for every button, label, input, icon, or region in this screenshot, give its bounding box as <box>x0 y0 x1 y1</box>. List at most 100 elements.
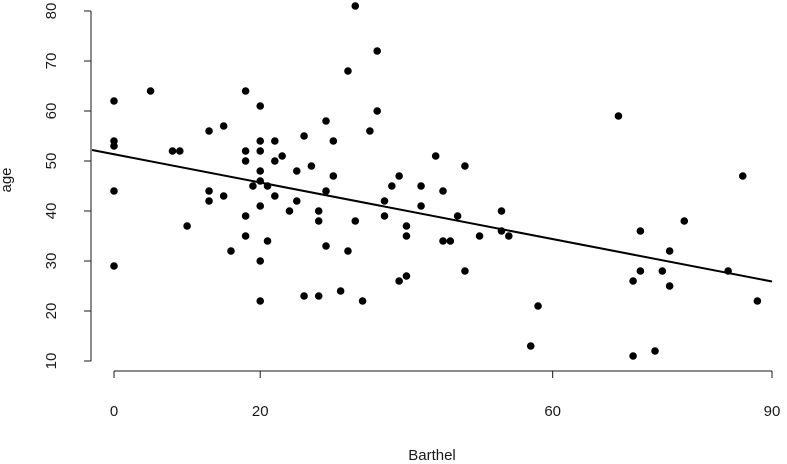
data-point <box>241 157 250 165</box>
x-tick-label: 90 <box>764 403 781 420</box>
data-point <box>366 127 374 135</box>
data-point <box>271 157 279 165</box>
data-point <box>314 292 323 300</box>
data-point <box>351 2 360 10</box>
y-tick-label: 50 <box>43 153 60 170</box>
data-point <box>475 232 484 240</box>
data-point <box>205 127 213 135</box>
data-point <box>351 217 360 225</box>
data-point <box>314 207 323 215</box>
data-point <box>227 247 235 255</box>
data-point <box>680 217 689 225</box>
y-axis-title: age <box>0 167 15 192</box>
data-point <box>636 227 645 235</box>
data-point <box>497 207 506 215</box>
data-point <box>344 247 352 255</box>
data-point <box>439 187 447 195</box>
data-point <box>395 172 403 180</box>
data-point <box>658 267 667 275</box>
data-point <box>446 237 455 245</box>
data-point <box>636 267 645 275</box>
data-point <box>651 347 659 355</box>
data-point <box>322 242 330 250</box>
data-point <box>738 172 747 180</box>
data-point <box>358 297 367 305</box>
data-point <box>176 147 184 155</box>
regression-line <box>91 149 773 283</box>
data-point <box>380 197 389 205</box>
data-point <box>461 162 469 170</box>
data-point <box>534 302 542 310</box>
y-tick-label: 70 <box>43 53 60 70</box>
data-point <box>110 142 118 150</box>
data-point <box>614 112 623 120</box>
data-point <box>278 152 286 160</box>
y-tick-label: 40 <box>43 203 60 220</box>
data-point <box>307 162 316 170</box>
data-point <box>285 207 294 215</box>
data-point <box>329 137 338 145</box>
data-point <box>373 107 382 115</box>
data-point <box>256 147 265 155</box>
data-point <box>380 212 389 220</box>
data-point <box>256 257 265 265</box>
data-point <box>322 187 330 195</box>
data-point <box>219 122 228 130</box>
data-point <box>373 47 382 55</box>
data-point <box>256 297 265 305</box>
data-point <box>505 232 513 240</box>
x-tick-label: 20 <box>252 403 269 420</box>
data-point <box>241 212 250 220</box>
data-point <box>329 172 338 180</box>
data-point <box>241 87 250 95</box>
data-point <box>292 197 301 205</box>
data-point <box>300 132 308 140</box>
data-point <box>402 232 411 240</box>
y-tick-label: 20 <box>43 303 60 320</box>
y-tick-label: 60 <box>43 103 60 120</box>
data-points <box>110 2 762 360</box>
data-point <box>256 102 265 110</box>
data-point <box>629 352 637 360</box>
data-point <box>219 192 228 200</box>
data-point <box>292 167 301 175</box>
data-point <box>665 282 674 290</box>
data-point <box>205 197 213 205</box>
data-point <box>439 237 447 245</box>
data-point <box>241 232 250 240</box>
data-point <box>168 147 177 155</box>
data-point <box>256 202 265 210</box>
y-tick-label: 30 <box>43 253 60 270</box>
data-point <box>453 212 462 220</box>
data-point <box>388 182 396 190</box>
data-point <box>402 272 411 280</box>
data-point <box>271 192 279 200</box>
data-point <box>629 277 637 285</box>
data-point <box>526 342 535 350</box>
x-tick-label: 60 <box>544 403 561 420</box>
data-point <box>402 222 411 230</box>
data-point <box>344 67 352 75</box>
data-point <box>395 277 403 285</box>
data-point <box>336 287 345 295</box>
data-point <box>271 137 279 145</box>
data-point <box>300 292 308 300</box>
data-point <box>431 152 440 160</box>
data-point <box>146 87 155 95</box>
data-point <box>110 262 118 270</box>
y-tick-label: 10 <box>43 353 60 370</box>
data-point <box>322 117 330 125</box>
data-point <box>665 247 674 255</box>
data-point <box>205 187 213 195</box>
data-point <box>753 297 762 305</box>
axes <box>90 11 772 372</box>
x-axis-title: Barthel <box>408 447 456 464</box>
data-point <box>110 187 118 195</box>
data-point <box>183 222 191 230</box>
data-point <box>263 237 272 245</box>
y-axis-ticks: 10 20 30 40 50 60 70 80 <box>43 3 91 370</box>
data-point <box>417 202 425 210</box>
data-point <box>256 137 265 145</box>
data-point <box>256 167 265 175</box>
